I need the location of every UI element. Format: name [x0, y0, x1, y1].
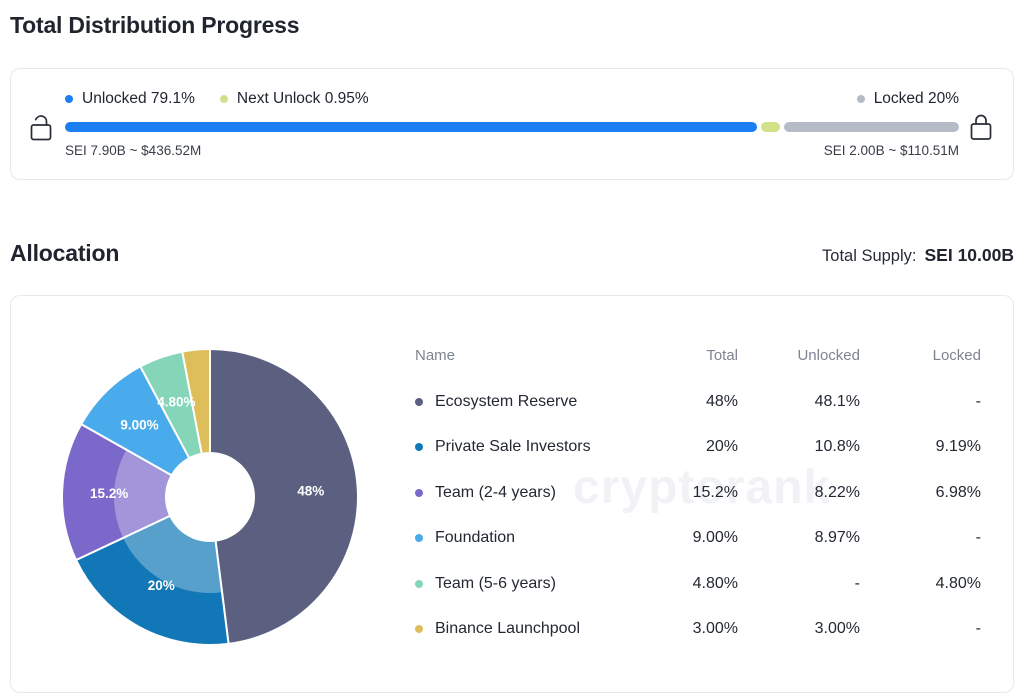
cell-unlocked: 8.22% [814, 483, 860, 501]
table-row: Team (5-6 years) 4.80% - 4.80% [415, 561, 981, 607]
cell-locked: - [975, 529, 981, 547]
allocation-card: cryptorank 48% 20% 15.2% 9.00% 4.80% Name To… [10, 295, 1014, 693]
donut-slice [209, 348, 359, 645]
cell-total: 48% [705, 392, 738, 410]
locked-dot-icon [856, 95, 865, 103]
donut-slice-label: 9.00% [120, 417, 158, 432]
total-supply: Total Supply: SEI 10.00B [822, 245, 1014, 266]
cell-total: 4.80% [692, 574, 738, 592]
cell-locked: 4.80% [935, 574, 981, 592]
table-rows: Ecosystem Reserve 48% 48.1% - Private Sale I… [415, 379, 981, 652]
allocation-table: Name Total Unlocked Locked Ecosystem Res… [415, 341, 981, 652]
cell-unlocked: 3.00% [814, 620, 860, 638]
distribution-card: Unlocked 79.1% Next Unlock 0.95% Locked … [10, 68, 1014, 180]
cell-locked: 6.98% [935, 483, 981, 501]
distribution-amounts: SEI 7.90B ~ $436.52M SEI 2.00B ~ $110.51… [65, 143, 959, 158]
allocation-name: Private Sale Investors [435, 438, 591, 456]
cell-name: Private Sale Investors [415, 438, 636, 456]
allocation-name: Team (5-6 years) [435, 574, 556, 592]
cell-unlocked: 48.1% [814, 392, 860, 410]
donut-slice-label: 20% [148, 578, 175, 593]
cell-name: Ecosystem Reserve [415, 393, 636, 411]
legend-label-next-unlock: Next Unlock 0.95% [236, 90, 369, 107]
allocation-title: Allocation [10, 240, 120, 266]
cell-total: 15.2% [692, 483, 738, 501]
donut-slice-label: 48% [297, 483, 324, 498]
header-cell-unlocked: Unlocked [797, 346, 860, 364]
donut-slice [61, 423, 211, 562]
cell-total: 20% [705, 438, 738, 456]
allocation-dot-icon [415, 443, 423, 452]
cell-total: 3.00% [692, 620, 738, 638]
allocation-name: Binance Launchpool [435, 620, 581, 638]
allocation-name: Team (2-4 years) [435, 483, 556, 501]
unlocked-dot-icon [65, 95, 73, 103]
legend-item-unlocked: Unlocked 79.1% [65, 90, 195, 108]
unlocked-amount: SEI 7.90B ~ $436.52M [65, 143, 202, 158]
donut-slice [80, 365, 211, 498]
header-cell-locked: Locked [932, 346, 981, 364]
distribution-legend: Unlocked 79.1% Next Unlock 0.95% Locked … [65, 90, 959, 108]
legend-label-unlocked: Unlocked 79.1% [82, 90, 195, 107]
cell-total: 9.00% [692, 529, 738, 547]
legend-item-next-unlock: Next Unlock 0.95% [219, 90, 369, 108]
allocation-dot-icon [415, 397, 423, 406]
page-title: Total Distribution Progress [10, 12, 300, 38]
bar-segment-locked [784, 122, 959, 132]
table-header: Name Total Unlocked Locked [415, 341, 981, 369]
cell-name: Team (5-6 years) [415, 575, 636, 593]
allocation-heading-row: Allocation Total Supply: SEI 10.00B [10, 240, 1014, 267]
distribution-progress-bar [65, 122, 959, 132]
table-row: Ecosystem Reserve 48% 48.1% - [415, 379, 981, 425]
donut-slice-label: 4.80% [157, 395, 195, 410]
distribution-content: Unlocked 79.1% Next Unlock 0.95% Locked … [65, 69, 959, 179]
unlock-open-icon [28, 112, 54, 144]
header-cell-total: Total [706, 346, 738, 364]
legend-label-locked: Locked 20% [873, 90, 959, 107]
allocation-dot-icon [415, 534, 423, 543]
table-row: Private Sale Investors 20% 10.8% 9.19% [415, 425, 981, 471]
table-row: Foundation 9.00% 8.97% - [415, 516, 981, 562]
header-cell-name: Name [415, 346, 456, 364]
allocation-dot-icon [415, 625, 423, 634]
cell-locked: - [975, 620, 981, 638]
allocation-dot-icon [415, 488, 423, 497]
allocation-dot-icon [415, 579, 423, 588]
total-supply-label: Total Supply: [822, 247, 917, 265]
table-row: Binance Launchpool 3.00% 3.00% - [415, 607, 981, 653]
donut-slice-inner-highlight [114, 449, 210, 538]
cell-name: Binance Launchpool [415, 620, 636, 638]
cell-unlocked: 8.97% [814, 529, 860, 547]
allocation-name: Ecosystem Reserve [435, 392, 578, 410]
cell-locked: - [975, 392, 981, 410]
cell-name: Foundation [415, 529, 636, 547]
allocation-name: Foundation [435, 529, 516, 547]
cell-unlocked: - [854, 574, 860, 592]
donut-hole [165, 452, 255, 542]
cell-unlocked: 10.8% [814, 438, 860, 456]
allocation-donut: 48% 20% 15.2% 9.00% 4.80% [61, 348, 359, 646]
locked-amount: SEI 2.00B ~ $110.51M [823, 143, 959, 158]
bar-segment-unlocked [65, 122, 758, 132]
legend-item-locked: Locked 20% [856, 90, 959, 108]
bar-segment-next-unlock [761, 122, 781, 132]
next-unlock-dot-icon [219, 95, 228, 103]
donut-slice-label: 15.2% [90, 486, 128, 501]
cell-name: Team (2-4 years) [415, 484, 636, 502]
watermark: cryptorank [573, 461, 832, 514]
total-supply-value: SEI 10.00B [924, 245, 1015, 265]
cell-locked: 9.19% [935, 438, 981, 456]
table-row: Team (2-4 years) 15.2% 8.22% 6.98% [415, 470, 981, 516]
lock-closed-icon [968, 112, 994, 144]
